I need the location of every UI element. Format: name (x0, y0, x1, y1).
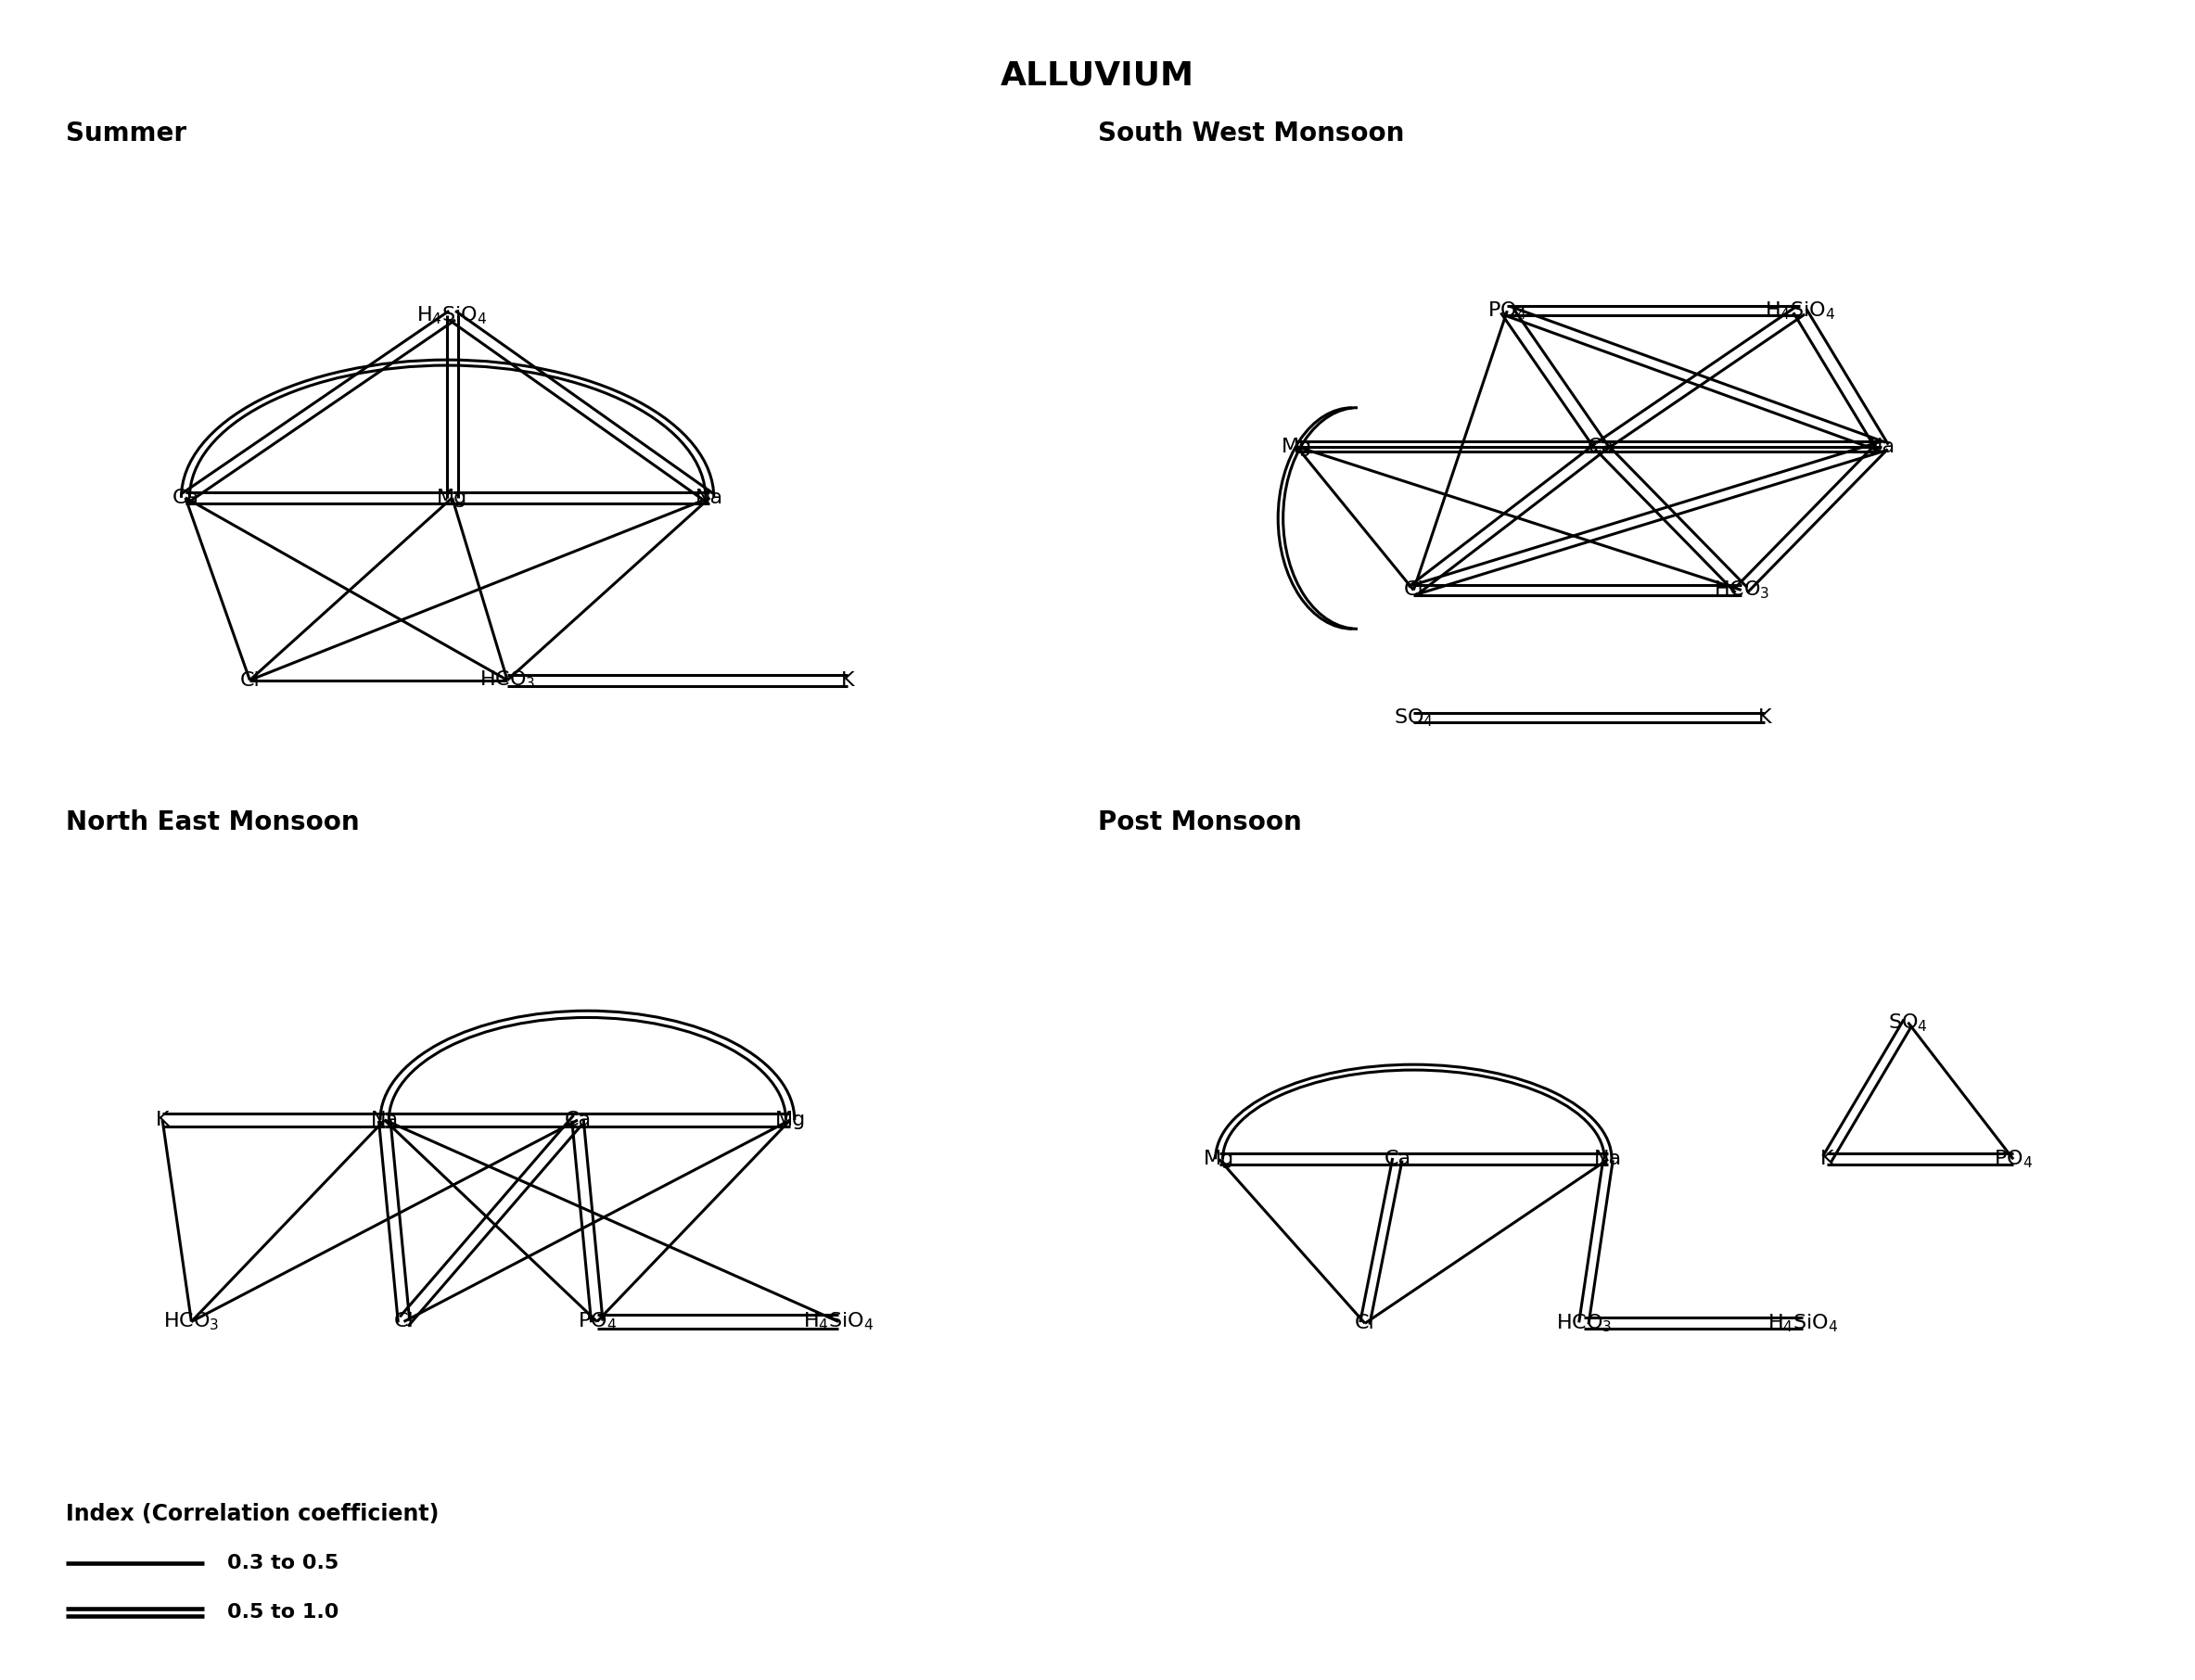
Text: HCO$_3$: HCO$_3$ (1714, 580, 1769, 601)
Text: Cl: Cl (1354, 1314, 1374, 1332)
Text: PO$_4$: PO$_4$ (1488, 299, 1528, 323)
Text: K: K (156, 1110, 169, 1129)
Text: H$_4$SiO$_4$: H$_4$SiO$_4$ (803, 1310, 874, 1332)
Text: Post Monsoon: Post Monsoon (1098, 810, 1302, 835)
Text: Mg: Mg (775, 1110, 806, 1129)
Text: Mg: Mg (1203, 1149, 1234, 1169)
Text: PO$_4$: PO$_4$ (1993, 1147, 2033, 1171)
Text: South West Monsoon: South West Monsoon (1098, 121, 1405, 146)
Text: Ca: Ca (564, 1110, 590, 1129)
Text: Summer: Summer (66, 121, 187, 146)
Text: Cl: Cl (1403, 581, 1425, 600)
Text: H$_4$SiO$_4$: H$_4$SiO$_4$ (1767, 1312, 1837, 1334)
Text: 0.5 to 1.0: 0.5 to 1.0 (228, 1603, 338, 1621)
Text: SO$_4$: SO$_4$ (1394, 707, 1433, 729)
Text: ALLUVIUM: ALLUVIUM (1001, 60, 1194, 91)
Text: H$_4$SiO$_4$: H$_4$SiO$_4$ (1765, 299, 1835, 323)
Text: Ca: Ca (1587, 437, 1613, 455)
Text: SO$_4$: SO$_4$ (1888, 1011, 1927, 1033)
Text: Na: Na (371, 1110, 399, 1129)
Text: K: K (1758, 709, 1771, 727)
Text: Na: Na (1868, 437, 1896, 455)
Text: Cl: Cl (239, 670, 259, 689)
Text: Mg: Mg (1282, 437, 1313, 455)
Text: HCO$_3$: HCO$_3$ (479, 669, 536, 690)
Text: North East Monsoon: North East Monsoon (66, 810, 360, 835)
Text: K: K (841, 670, 854, 689)
Text: 0.3 to 0.5: 0.3 to 0.5 (228, 1554, 338, 1572)
Text: Ca: Ca (1383, 1149, 1411, 1169)
Text: H$_4$SiO$_4$: H$_4$SiO$_4$ (417, 304, 487, 326)
Text: Na: Na (696, 489, 724, 507)
Text: Ca: Ca (171, 489, 200, 507)
Text: HCO$_3$: HCO$_3$ (1556, 1312, 1611, 1334)
Text: Na: Na (1594, 1149, 1622, 1169)
Text: K: K (1820, 1149, 1833, 1169)
Text: Cl: Cl (393, 1312, 415, 1331)
Text: Index (Correlation coefficient): Index (Correlation coefficient) (66, 1502, 439, 1525)
Text: Mg: Mg (437, 489, 468, 507)
Text: HCO$_3$: HCO$_3$ (162, 1310, 220, 1332)
Text: PO$_4$: PO$_4$ (577, 1310, 617, 1332)
